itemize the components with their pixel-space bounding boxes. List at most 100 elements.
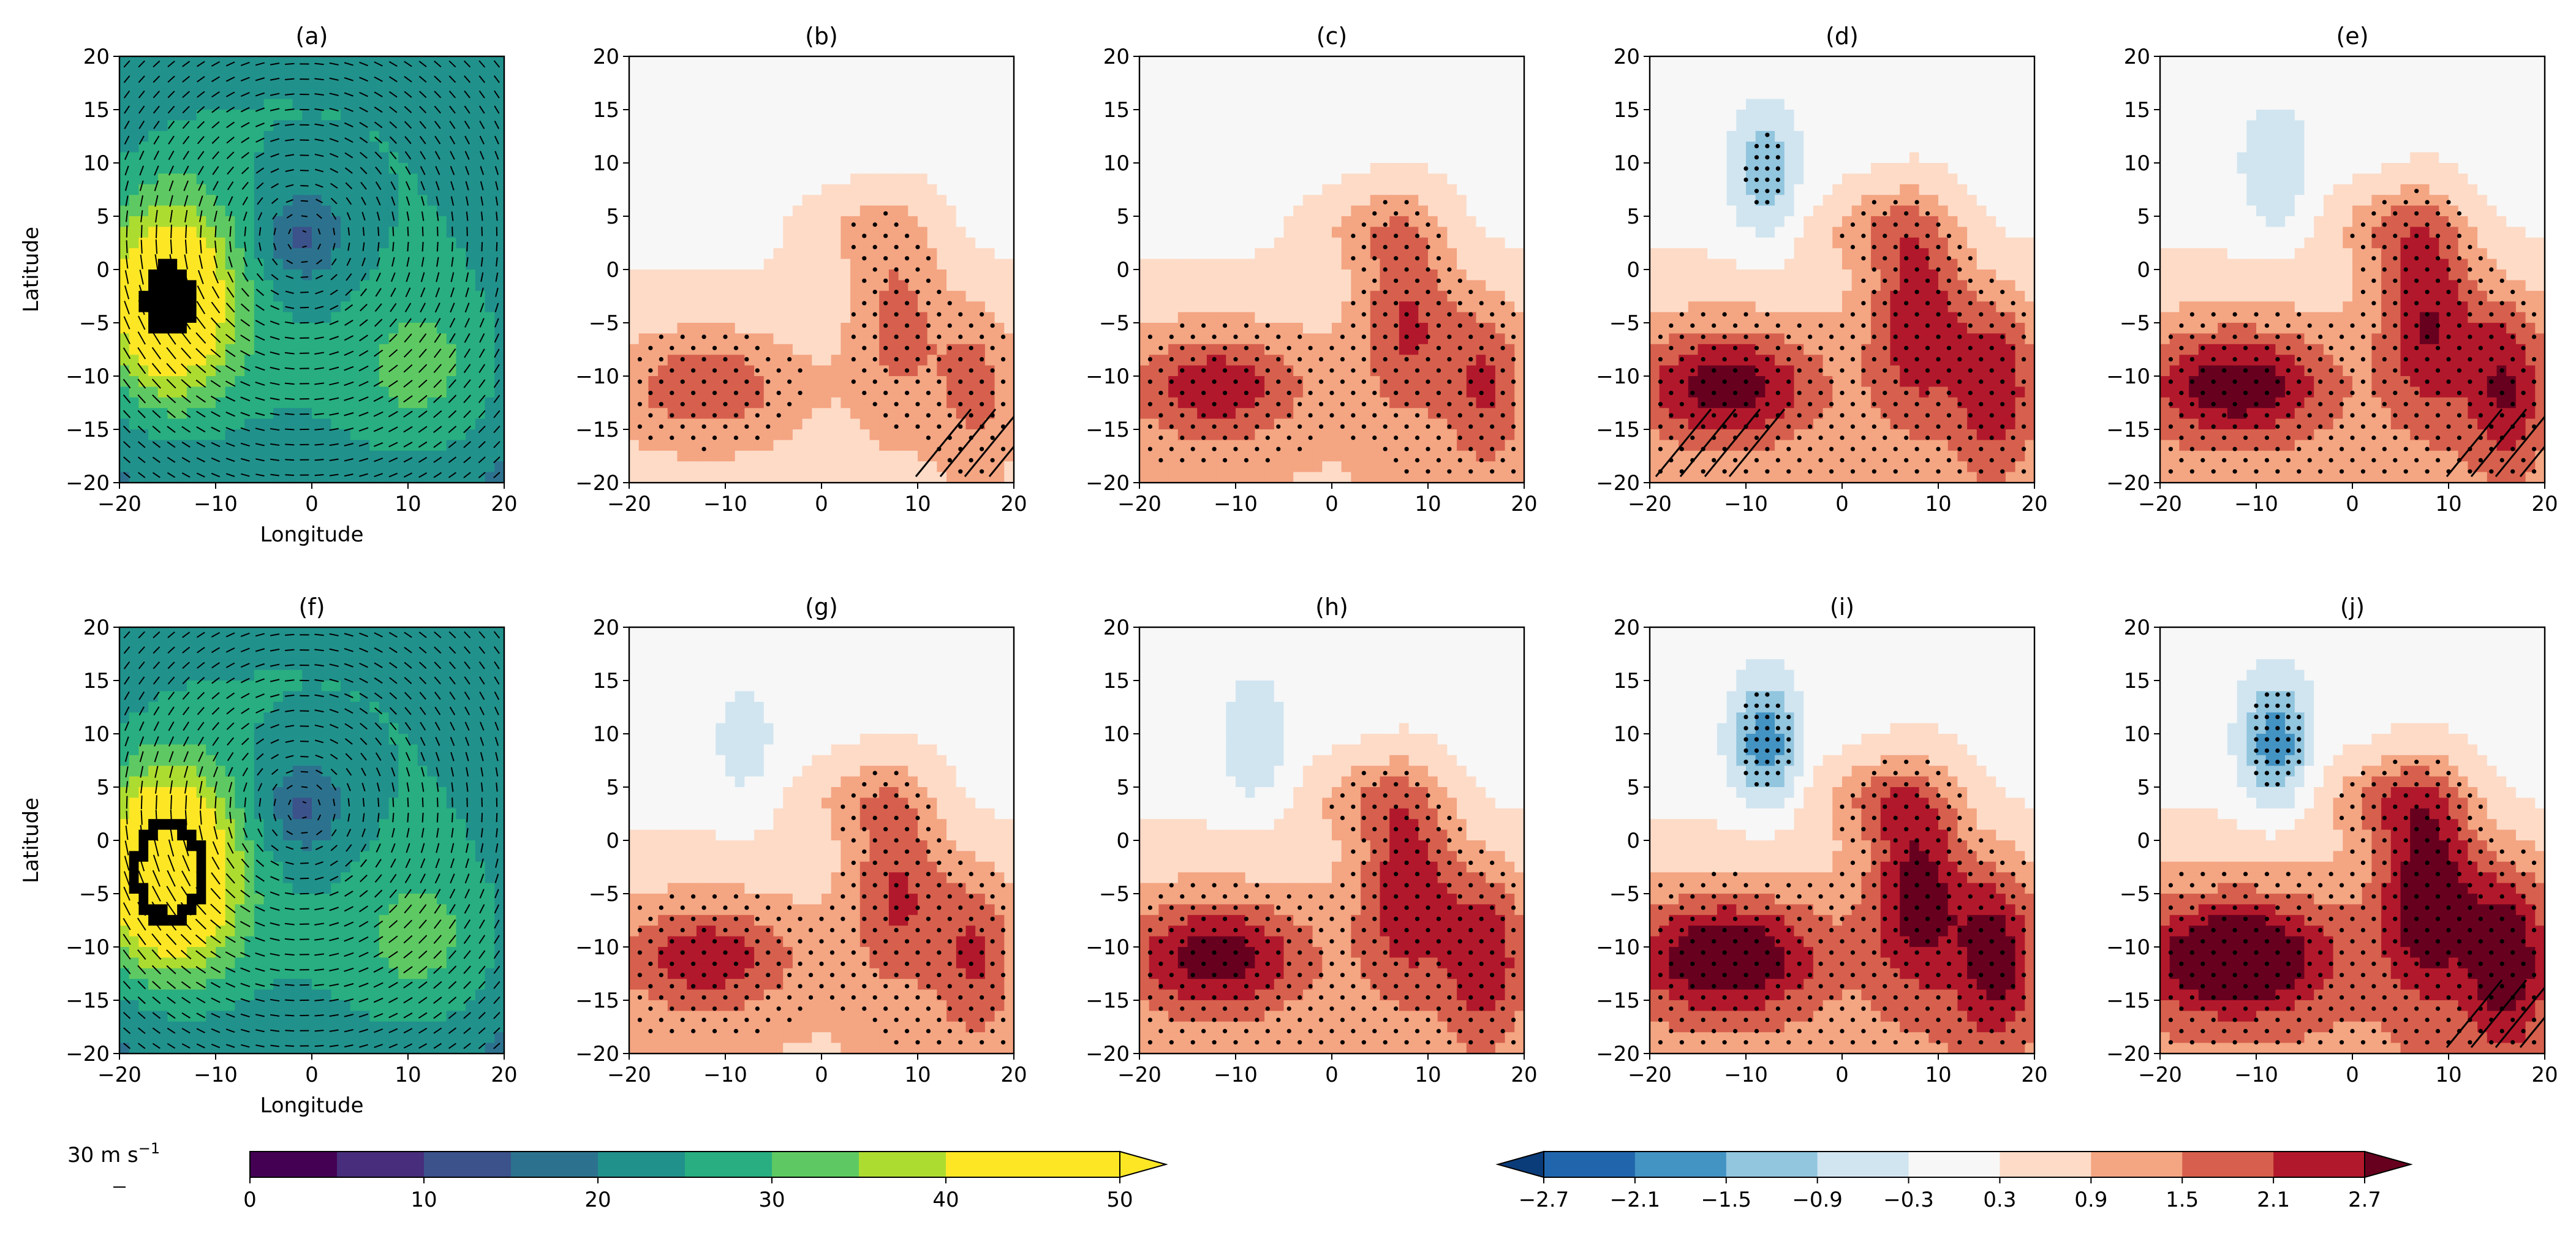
y-tick-label: −20 xyxy=(1596,471,1640,496)
panel-g-field xyxy=(629,627,1014,1054)
y-tick-label: 10 xyxy=(2124,722,2150,747)
wind-colorbar-segment xyxy=(685,1152,772,1177)
y-tick-label: 0 xyxy=(606,258,619,282)
x-tick-label: −20 xyxy=(2138,1063,2182,1087)
x-tick-label: 10 xyxy=(395,492,421,516)
y-tick-label: 10 xyxy=(593,151,619,176)
y-axis-label: Latitude xyxy=(19,227,43,312)
x-tick-label: −20 xyxy=(97,1063,142,1087)
wind-colorbar-label: 10 xyxy=(410,1188,437,1212)
x-tick-label: 20 xyxy=(1000,1063,1027,1087)
y-tick-label: 20 xyxy=(1103,616,1130,640)
y-tick-label: 15 xyxy=(593,669,619,693)
x-tick-label: 10 xyxy=(395,1063,421,1087)
anomaly-colorbar-segment xyxy=(1634,1152,1727,1177)
wind-colorbar-extend xyxy=(1119,1150,1168,1178)
y-tick-label: 5 xyxy=(2137,775,2150,800)
panel-title: (e) xyxy=(2336,23,2368,50)
x-tick-label: 20 xyxy=(2021,492,2047,516)
y-tick-label: 5 xyxy=(96,205,110,229)
x-tick-label: −20 xyxy=(1628,1063,1672,1087)
x-tick-label: 20 xyxy=(1511,1063,1537,1087)
y-tick-label: 5 xyxy=(1626,775,1640,800)
x-tick-label: 10 xyxy=(2435,492,2461,516)
y-tick-label: −10 xyxy=(1596,935,1640,960)
y-tick-label: 20 xyxy=(2124,45,2150,69)
y-tick-label: −15 xyxy=(2106,418,2150,442)
x-tick-label: 0 xyxy=(2346,1063,2359,1087)
panel-h-field xyxy=(1139,627,1524,1054)
panel-title: (f) xyxy=(298,594,325,620)
x-tick-label: 20 xyxy=(1511,492,1537,516)
y-tick-label: 15 xyxy=(1614,669,1640,693)
x-axis-label: Longitude xyxy=(260,1093,363,1118)
y-tick-label: −5 xyxy=(589,311,619,336)
anomaly-colorbar-frame xyxy=(1543,1151,2365,1178)
x-tick-label: −10 xyxy=(703,492,747,516)
y-tick-label: 10 xyxy=(1614,151,1640,176)
panel-e-field xyxy=(2160,56,2545,483)
y-tick-label: 5 xyxy=(2137,205,2150,229)
wind-colorbar: 0 10 20 30 40 50 xyxy=(243,1150,1168,1212)
y-tick-label: 10 xyxy=(1614,722,1640,747)
y-tick-label: 10 xyxy=(83,151,110,176)
x-tick-label: −10 xyxy=(1724,1063,1768,1087)
y-tick-label: 0 xyxy=(1116,258,1130,282)
panel-e: −20 −10 0 10 20 20 15 10 5 0 −5 −10 −15 −20 (e) xyxy=(2106,23,2558,516)
x-tick-label: 0 xyxy=(1835,492,1849,516)
panel-title: (c) xyxy=(1316,23,1348,50)
anomaly-colorbar: −2.7 −2.1 −1.5 −0.9 −0.3 0.3 0.9 1.5 2.1 2.7 xyxy=(1495,1150,2413,1212)
y-tick-label: −10 xyxy=(2106,935,2150,960)
x-tick-label: −20 xyxy=(607,1063,651,1087)
wind-colorbar-segment xyxy=(424,1152,512,1177)
x-tick-label: −20 xyxy=(1117,1063,1161,1087)
y-tick-label: 0 xyxy=(96,829,110,853)
panel-i: −20 −10 0 10 20 20 15 10 5 0 −5 −10 −15 −20 (i) xyxy=(1596,594,2047,1087)
y-tick-label: −20 xyxy=(575,471,619,496)
y-tick-label: −20 xyxy=(66,1042,110,1066)
y-tick-label: −20 xyxy=(2106,471,2150,496)
y-tick-label: 10 xyxy=(1103,722,1130,747)
panel-title: (h) xyxy=(1315,594,1348,620)
y-tick-label: 10 xyxy=(1103,151,1130,176)
panel-title: (a) xyxy=(296,23,328,50)
x-tick-label: 20 xyxy=(491,492,517,516)
y-tick-label: 15 xyxy=(1614,98,1640,123)
y-tick-label: 15 xyxy=(83,669,110,693)
panel-j: −20 −10 0 10 20 20 15 10 5 0 −5 −10 −15 −20 (j) xyxy=(2106,594,2558,1087)
y-tick-label: −15 xyxy=(2106,989,2150,1013)
y-tick-label: −20 xyxy=(66,471,110,496)
panels-group: −20 −10 0 10 20 20 15 10 5 0 −5 −10 −15 −20 (a) Latitud… xyxy=(19,23,2558,1118)
y-tick-label: −5 xyxy=(1609,882,1640,907)
panel-a: −20 −10 0 10 20 20 15 10 5 0 −5 −10 −15 −20 (a) Latitud… xyxy=(19,23,518,547)
y-tick-label: 5 xyxy=(606,775,619,800)
anomaly-colorbar-label: 0.9 xyxy=(2074,1188,2107,1212)
y-axis-label: Latitude xyxy=(19,797,43,883)
panel-i-field xyxy=(1650,627,2034,1054)
x-tick-label: −20 xyxy=(607,492,651,516)
panel-j-field xyxy=(2160,627,2545,1054)
y-tick-label: 0 xyxy=(96,258,110,282)
x-tick-label: −10 xyxy=(1724,492,1768,516)
wind-colorbar-label: 0 xyxy=(243,1188,257,1212)
anomaly-colorbar-extend-high xyxy=(2364,1150,2413,1178)
y-tick-label: −5 xyxy=(2120,882,2150,907)
y-tick-label: 15 xyxy=(2124,669,2150,693)
anomaly-colorbar-label: 0.3 xyxy=(1983,1188,2016,1212)
anomaly-colorbar-segment xyxy=(2182,1152,2274,1177)
y-tick-label: −15 xyxy=(66,989,110,1013)
anomaly-colorbar-label: 1.5 xyxy=(2166,1188,2199,1212)
wind-colorbar-segment xyxy=(1033,1152,1120,1177)
y-tick-label: 20 xyxy=(593,616,619,640)
y-tick-label: −5 xyxy=(79,882,110,907)
panel-title: (i) xyxy=(1830,594,1854,620)
anomaly-colorbar-label: −2.7 xyxy=(1519,1188,1569,1212)
y-tick-label: −15 xyxy=(66,418,110,442)
anomaly-colorbar-label: −0.3 xyxy=(1883,1188,1934,1212)
x-tick-label: −20 xyxy=(1628,492,1672,516)
y-tick-label: −15 xyxy=(1086,418,1130,442)
y-tick-label: 15 xyxy=(593,98,619,123)
y-tick-label: −20 xyxy=(1596,1042,1640,1066)
y-tick-label: 0 xyxy=(2137,829,2150,853)
